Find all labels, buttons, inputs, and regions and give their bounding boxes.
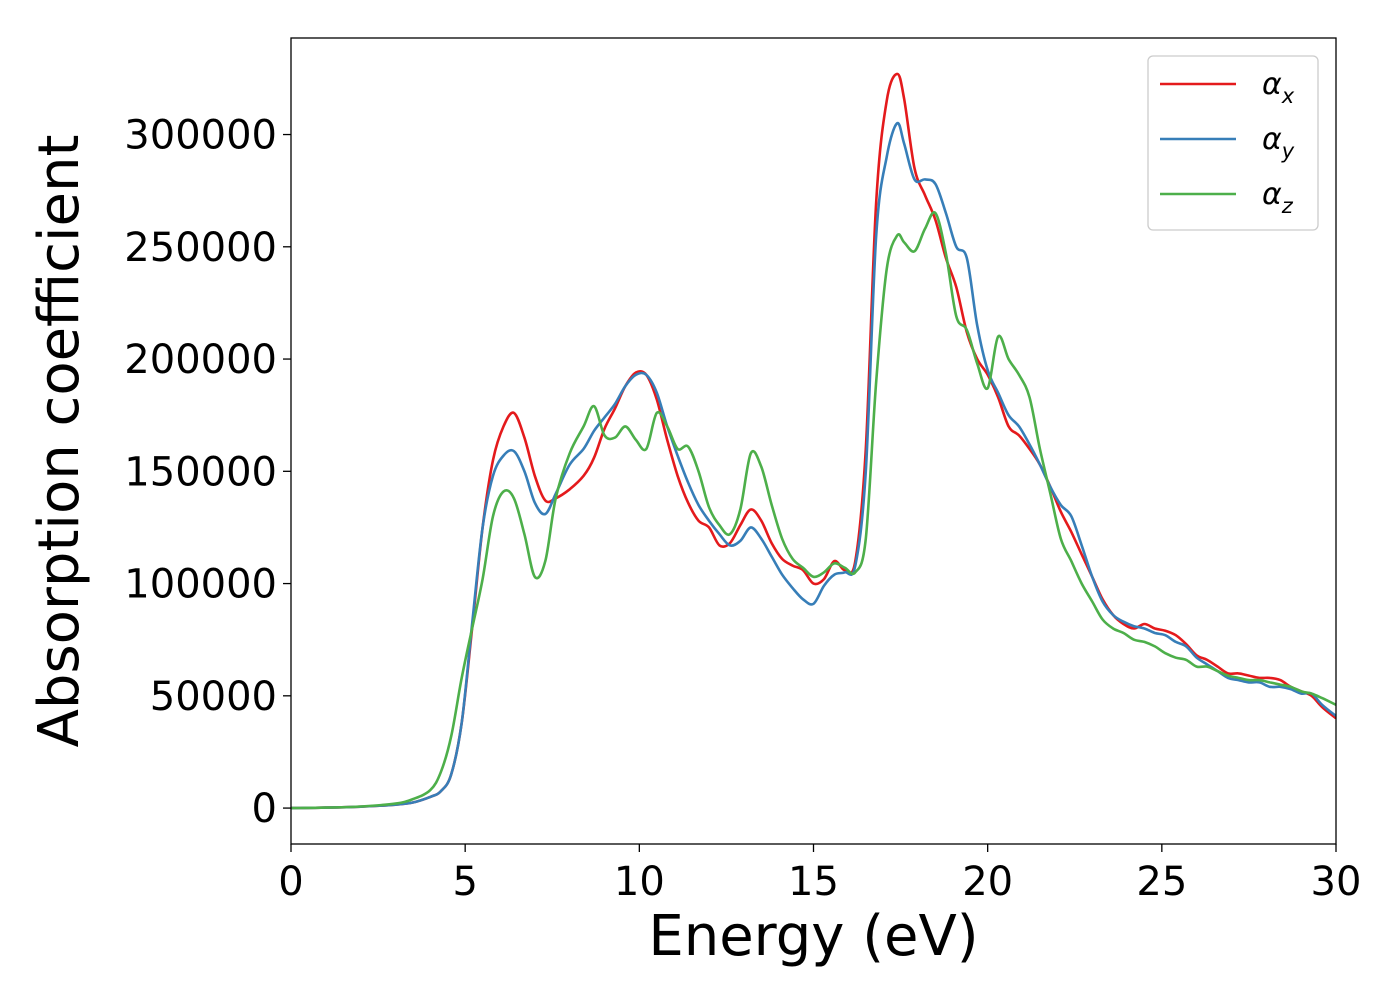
x-tick-label: 20 xyxy=(962,859,1013,905)
x-tick-label: 30 xyxy=(1311,859,1362,905)
x-tick-label: 15 xyxy=(788,859,839,905)
y-tick-label: 200000 xyxy=(124,337,277,383)
legend-label-x: αx xyxy=(1262,67,1295,108)
x-tick-label: 10 xyxy=(614,859,665,905)
y-axis-title: Absorption coefficient xyxy=(27,135,92,748)
x-axis-title: Energy (eV) xyxy=(648,904,978,969)
x-tick-label: 25 xyxy=(1136,859,1187,905)
legend-box xyxy=(1147,55,1319,231)
series-line-x xyxy=(291,72,1336,810)
y-tick-label: 300000 xyxy=(124,113,277,159)
x-tick-label: 0 xyxy=(278,859,303,905)
series-line-z xyxy=(291,211,1336,810)
series-line-y xyxy=(291,121,1336,810)
y-axis: 0 50000 100000 150000 200000 250000 300000 xyxy=(124,113,291,832)
x-tick-label: 5 xyxy=(452,859,477,905)
legend: αx αy αz xyxy=(1147,55,1319,231)
y-tick-label: 50000 xyxy=(150,674,277,720)
legend-label-y: αy xyxy=(1262,122,1295,163)
y-tick-label: 0 xyxy=(252,786,277,832)
legend-label-z: αz xyxy=(1262,177,1294,218)
y-tick-label: 250000 xyxy=(124,225,277,271)
y-tick-label: 150000 xyxy=(124,449,277,495)
y-tick-label: 100000 xyxy=(124,562,277,608)
series-layer xyxy=(291,72,1336,810)
x-axis: 0 5 10 15 20 25 30 xyxy=(278,844,1361,905)
